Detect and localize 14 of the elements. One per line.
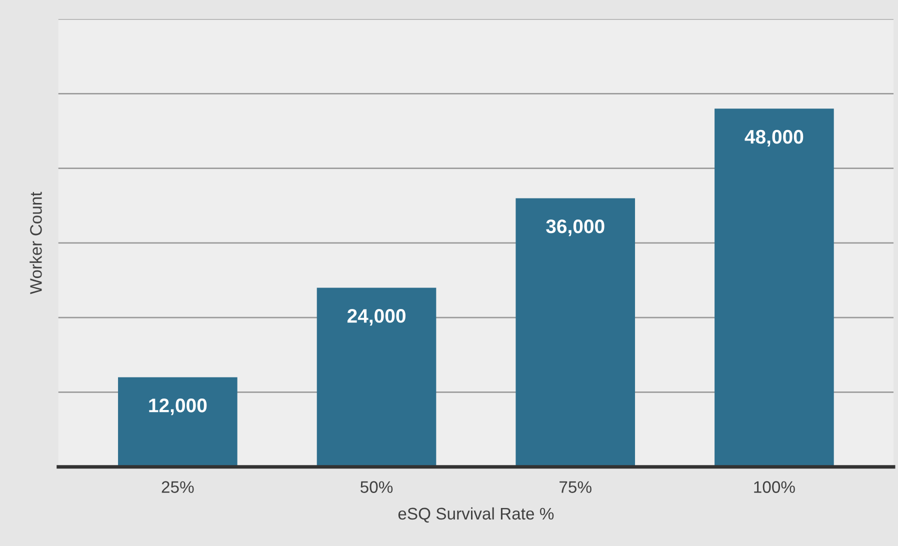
bar bbox=[516, 198, 636, 467]
bar bbox=[714, 108, 834, 467]
x-axis-title: eSQ Survival Rate % bbox=[398, 507, 554, 523]
x-tick-label: 75% bbox=[560, 481, 592, 493]
data-label: 48,000 bbox=[744, 130, 804, 147]
data-label: 24,000 bbox=[347, 309, 406, 326]
data-label: 12,000 bbox=[149, 398, 207, 416]
bar bbox=[118, 377, 238, 467]
x-tick-label: 25% bbox=[162, 481, 194, 493]
x-tick-label: 100% bbox=[754, 481, 795, 493]
data-label: 36,000 bbox=[546, 219, 604, 236]
bar bbox=[316, 288, 436, 467]
y-axis-title: Worker Count bbox=[30, 192, 42, 294]
x-tick-label: 50% bbox=[360, 481, 393, 493]
